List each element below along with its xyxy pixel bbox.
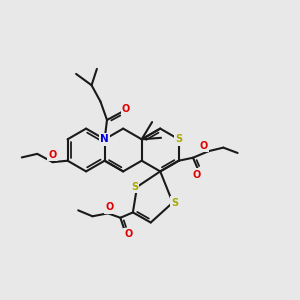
Text: O: O <box>124 229 133 239</box>
Text: O: O <box>105 202 113 212</box>
Text: S: S <box>131 182 138 192</box>
Text: O: O <box>49 150 57 160</box>
Text: O: O <box>193 170 201 180</box>
Text: O: O <box>122 104 130 114</box>
Text: S: S <box>172 198 179 208</box>
Text: N: N <box>100 134 109 144</box>
Text: S: S <box>175 134 182 144</box>
Text: O: O <box>200 141 208 151</box>
